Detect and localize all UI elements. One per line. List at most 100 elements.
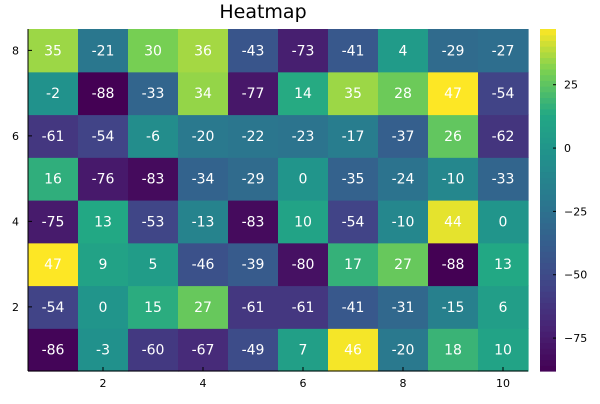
colorbar-segment bbox=[540, 108, 556, 116]
cell-value-label: -83 bbox=[142, 172, 165, 188]
colorbar-segment bbox=[540, 262, 556, 269]
colorbar-segment bbox=[540, 331, 556, 338]
heatmap-cell bbox=[78, 157, 129, 201]
colorbar-segment bbox=[540, 296, 556, 304]
cell-value-label: -34 bbox=[192, 172, 215, 188]
x-tick-label: 4 bbox=[200, 377, 207, 390]
colorbar-tick-label: −50 bbox=[564, 269, 587, 282]
cell-value-label: -60 bbox=[142, 343, 165, 359]
cell-value-label: -83 bbox=[242, 214, 265, 230]
cell-value-label: 17 bbox=[344, 257, 362, 273]
heatmap-cell bbox=[28, 328, 79, 372]
heatmap-cell bbox=[428, 285, 479, 329]
heatmap-cell bbox=[278, 114, 329, 158]
colorbar-segment bbox=[540, 279, 556, 287]
cell-value-label: -88 bbox=[92, 86, 115, 102]
heatmap-cell bbox=[78, 242, 129, 287]
heatmap-cell bbox=[128, 157, 179, 201]
colorbar-segment bbox=[540, 325, 556, 332]
heatmap-cell bbox=[178, 29, 229, 73]
heatmap-cell bbox=[78, 328, 129, 372]
cell-value-label: -10 bbox=[442, 172, 465, 188]
cell-value-label: 10 bbox=[294, 214, 312, 230]
cell-value-label: 26 bbox=[444, 129, 462, 145]
colorbar-segment bbox=[540, 80, 556, 87]
heatmap-cell bbox=[328, 29, 379, 73]
cell-value-label: 15 bbox=[144, 300, 162, 316]
cell-value-label: -3 bbox=[96, 343, 110, 359]
colorbar-segment bbox=[540, 182, 556, 190]
heatmap-cell bbox=[428, 328, 479, 372]
heatmap-cell bbox=[378, 328, 429, 372]
cell-value-label: 6 bbox=[499, 300, 508, 316]
colorbar-tick-label: −25 bbox=[564, 205, 587, 218]
heatmap-cell bbox=[428, 242, 479, 287]
colorbar-segment bbox=[540, 86, 556, 93]
cell-value-label: -29 bbox=[242, 172, 265, 188]
heatmap-cell bbox=[78, 29, 129, 73]
cell-value-label: 0 bbox=[99, 300, 108, 316]
heatmap-cell bbox=[178, 285, 229, 329]
colorbar-segment bbox=[540, 177, 556, 184]
heatmap-cell bbox=[28, 242, 79, 287]
heatmap-cell bbox=[28, 157, 79, 201]
cell-value-label: -62 bbox=[492, 129, 515, 145]
cell-value-label: -46 bbox=[192, 257, 215, 273]
cell-value-label: -35 bbox=[342, 172, 365, 188]
colorbar-segment bbox=[540, 211, 556, 218]
cell-value-label: -15 bbox=[442, 300, 465, 316]
cell-value-label: 27 bbox=[194, 300, 212, 316]
cell-value-label: -80 bbox=[292, 257, 315, 273]
cell-value-label: -21 bbox=[92, 43, 115, 59]
cell-value-label: 27 bbox=[394, 257, 412, 273]
y-tick-label: 6 bbox=[12, 130, 19, 143]
heatmap-cell bbox=[178, 157, 229, 201]
heatmap-cell bbox=[428, 71, 479, 116]
colorbar-segment bbox=[540, 205, 556, 212]
heatmap-cell bbox=[178, 114, 229, 158]
heatmap-cell bbox=[228, 242, 279, 287]
heatmap-cell bbox=[328, 328, 379, 372]
colorbar-segment bbox=[540, 154, 556, 161]
heatmap-cell bbox=[228, 157, 279, 201]
cell-value-label: 4 bbox=[399, 43, 408, 59]
heatmap-cell bbox=[328, 285, 379, 329]
cell-value-label: 34 bbox=[194, 86, 212, 102]
heatmap-cell bbox=[228, 29, 279, 73]
heatmap-cell bbox=[178, 328, 229, 372]
y-tick-label: 2 bbox=[12, 301, 19, 314]
heatmap-cell bbox=[278, 157, 329, 201]
cell-value-label: 46 bbox=[344, 343, 362, 359]
heatmap-cell bbox=[478, 157, 529, 201]
colorbar-segment bbox=[540, 165, 556, 173]
heatmap-cell bbox=[428, 200, 479, 244]
colorbar-segment bbox=[540, 234, 556, 241]
colorbar-segment bbox=[540, 222, 556, 230]
colorbar-segment bbox=[540, 137, 556, 144]
heatmap-cell bbox=[478, 114, 529, 158]
cell-value-label: 28 bbox=[394, 86, 412, 102]
heatmap-cell bbox=[378, 200, 429, 244]
heatmap-cell bbox=[378, 242, 429, 287]
heatmap-cell bbox=[328, 71, 379, 116]
cell-value-label: -33 bbox=[492, 172, 515, 188]
heatmap-cell bbox=[178, 71, 229, 116]
cell-value-label: -27 bbox=[492, 43, 515, 59]
cell-value-label: -61 bbox=[292, 300, 315, 316]
colorbar-segment bbox=[540, 228, 556, 235]
colorbar-segment bbox=[540, 131, 556, 138]
heatmap-cell-labels: -86 -3 -60 -67 -49 7 46 -20 18 10-54 0 15 27 -61 -61 -4… bbox=[42, 43, 515, 358]
cell-value-label: 16 bbox=[44, 172, 62, 188]
heatmap-cell bbox=[478, 200, 529, 244]
heatmap-cell bbox=[378, 285, 429, 329]
heatmap-cell bbox=[428, 157, 479, 201]
cell-value-label: 5 bbox=[149, 257, 158, 273]
colorbar-segment bbox=[540, 160, 556, 167]
cell-value-label: -49 bbox=[242, 343, 265, 359]
colorbar-segment bbox=[540, 251, 556, 258]
chart-title: Heatmap bbox=[219, 1, 306, 23]
heatmap-cell bbox=[228, 71, 279, 116]
colorbar-segment bbox=[540, 348, 556, 355]
heatmap-cell bbox=[128, 285, 179, 329]
colorbar-segment bbox=[540, 57, 556, 64]
